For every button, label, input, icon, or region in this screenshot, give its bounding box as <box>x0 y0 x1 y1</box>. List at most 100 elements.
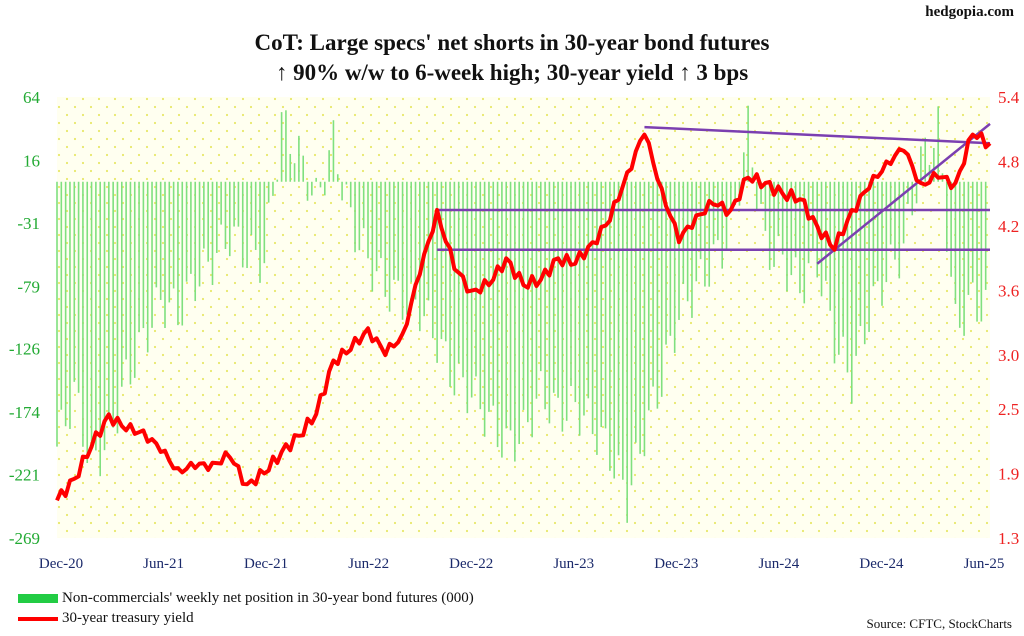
position-bar <box>902 181 905 244</box>
position-bar <box>414 181 417 300</box>
position-bar <box>838 181 840 355</box>
position-bar <box>889 181 892 245</box>
right-tick-label: 5.4 <box>998 88 1020 107</box>
position-bar <box>639 181 641 454</box>
position-bar <box>686 181 689 302</box>
position-bar <box>95 181 97 451</box>
position-bar <box>911 181 914 216</box>
chart-title: CoT: Large specs' net shorts in 30-year … <box>0 28 1024 88</box>
position-bar <box>354 181 356 253</box>
position-bar <box>73 181 76 382</box>
position-bar <box>380 181 382 259</box>
right-tick-label: 4.2 <box>998 217 1019 236</box>
position-bar <box>794 181 797 258</box>
position-bar <box>704 181 706 287</box>
position-bar <box>172 181 175 289</box>
position-bar <box>138 181 140 333</box>
position-bar <box>263 181 266 264</box>
chart-title-line-2: ↑ 90% w/w to 6-week high; 30-year yield … <box>275 60 749 85</box>
legend-line-label: 30-year treasury yield <box>62 610 194 626</box>
legend-line: 30-year treasury yield <box>18 610 194 627</box>
position-bar <box>846 181 849 373</box>
position-bar <box>341 181 343 201</box>
position-bar <box>362 181 365 229</box>
trend-line <box>644 125 991 145</box>
position-bar <box>980 181 983 322</box>
legend-bars-label: Non-commercials' weekly net position in … <box>62 590 474 606</box>
position-bar <box>561 181 564 432</box>
position-bar <box>90 181 93 447</box>
right-tick-label: 3.6 <box>998 282 1019 301</box>
position-bar <box>466 181 469 414</box>
position-bar <box>695 181 698 282</box>
chart-title-line-1: CoT: Large specs' net shorts in 30-year … <box>254 30 770 55</box>
position-bar <box>410 181 412 283</box>
position-bar <box>872 181 875 287</box>
position-bar <box>699 181 702 260</box>
position-bar <box>514 181 516 462</box>
position-bar <box>591 181 594 435</box>
position-bar <box>742 152 745 182</box>
position-bar <box>535 181 538 399</box>
position-bar <box>436 181 438 363</box>
position-bar <box>203 181 205 249</box>
position-bar <box>773 181 775 267</box>
position-bar <box>984 181 987 290</box>
x-tick-label: Jun-21 <box>143 556 184 572</box>
position-bar <box>730 181 732 212</box>
position-bar <box>617 181 620 456</box>
position-bar <box>479 181 482 410</box>
position-bar <box>375 181 378 272</box>
position-bar <box>246 181 248 269</box>
x-tick-label: Dec-20 <box>39 556 83 572</box>
yield-line <box>55 131 992 502</box>
position-bar <box>272 181 274 196</box>
left-tick-label: -126 <box>9 340 40 359</box>
position-bar <box>116 181 119 434</box>
position-bar <box>319 181 322 188</box>
position-bar <box>103 181 106 451</box>
x-tick-label: Jun-24 <box>758 556 799 572</box>
position-bar <box>712 181 715 245</box>
position-bar <box>431 181 434 339</box>
position-bar <box>99 181 101 477</box>
position-bar <box>570 181 572 387</box>
position-bar <box>803 181 806 304</box>
position-bar <box>626 181 628 523</box>
position-bar <box>293 163 296 182</box>
position-bar <box>86 181 89 464</box>
position-bar <box>155 181 158 288</box>
position-bar <box>786 181 788 292</box>
right-tick-label: 1.9 <box>998 464 1019 483</box>
left-tick-label: -79 <box>17 277 40 296</box>
position-bar <box>622 181 624 480</box>
right-tick-label: 2.5 <box>998 400 1019 419</box>
position-bar <box>315 177 317 182</box>
position-bar <box>112 181 114 428</box>
position-bar <box>56 181 58 447</box>
position-bar <box>397 181 400 281</box>
left-tick-label: -174 <box>9 403 41 422</box>
position-bar <box>142 181 145 329</box>
position-bar <box>298 135 300 182</box>
position-bar <box>237 181 240 227</box>
position-bar <box>863 181 866 345</box>
position-bar <box>548 181 551 424</box>
position-bar <box>69 181 71 429</box>
position-bar <box>311 181 313 196</box>
position-bar <box>475 181 477 377</box>
position-bar <box>211 181 214 286</box>
position-bar <box>954 181 957 304</box>
position-bar <box>151 181 153 328</box>
position-bar <box>963 181 965 336</box>
position-bar <box>665 181 667 345</box>
position-bar <box>937 106 939 182</box>
left-tick-label: -31 <box>17 214 40 233</box>
position-bar <box>833 181 836 364</box>
position-bar <box>220 181 222 225</box>
position-bar <box>108 181 110 417</box>
position-bar <box>267 181 270 203</box>
position-bar <box>768 181 771 270</box>
position-bar <box>881 181 883 306</box>
position-bar <box>444 181 447 342</box>
